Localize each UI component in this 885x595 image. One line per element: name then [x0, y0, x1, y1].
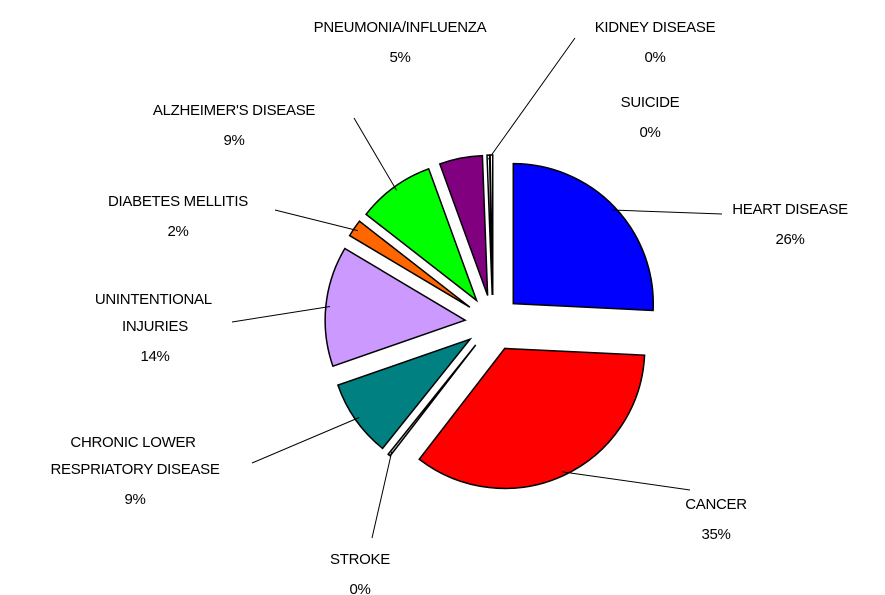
label-line: CHRONIC LOWER	[70, 434, 199, 451]
slice-value-label: 9%	[124, 491, 145, 508]
pie-slice	[324, 247, 467, 368]
leader-line	[251, 417, 360, 464]
label-line: UNINTENTIONAL	[95, 291, 215, 308]
slice-label: KIDNEY DISEASE	[595, 19, 716, 36]
slice-value-label: 0%	[639, 124, 660, 141]
slice-label: SUICIDE	[621, 94, 680, 111]
leader-line	[488, 37, 576, 160]
slice-value-label: 5%	[389, 49, 410, 66]
slice-label: ALZHEIMER'S DISEASE	[153, 102, 316, 119]
slice-label: STROKE	[330, 551, 390, 568]
slice-label: HEART DISEASE	[732, 201, 848, 218]
leader-line	[231, 305, 331, 323]
label-line: RESPRIATORY DISEASE	[50, 461, 219, 478]
pie-slice	[489, 154, 494, 296]
label-line: INJURIES	[122, 318, 188, 335]
slice-label: UNINTENTIONAL INJURIES	[95, 291, 215, 335]
leader-line	[561, 471, 691, 491]
pie-slice	[418, 347, 646, 490]
slice-value-label: 0%	[644, 49, 665, 66]
slice-label: PNEUMONIA/INFLUENZA	[314, 19, 487, 36]
pie-slice	[336, 337, 473, 450]
leader-line	[611, 209, 723, 215]
leader-line	[371, 451, 393, 539]
slice-value-label: 26%	[775, 231, 804, 248]
slice-value-label: 0%	[349, 581, 370, 595]
slice-value-label: 2%	[167, 223, 188, 240]
slice-value-label: 14%	[140, 348, 169, 365]
slice-label: CHRONIC LOWER RESPRIATORY DISEASE	[50, 434, 219, 478]
pie-slice	[387, 344, 477, 457]
pie-slice	[438, 154, 489, 296]
leader-line	[274, 209, 358, 232]
slice-label: CANCER	[685, 496, 747, 513]
leader-line	[353, 117, 398, 191]
slice-label: DIABETES MELLITIS	[108, 193, 248, 210]
pie-slice	[512, 162, 654, 312]
pie-slice	[348, 220, 471, 308]
slice-value-label: 35%	[701, 526, 730, 543]
slice-value-label: 9%	[223, 132, 244, 149]
